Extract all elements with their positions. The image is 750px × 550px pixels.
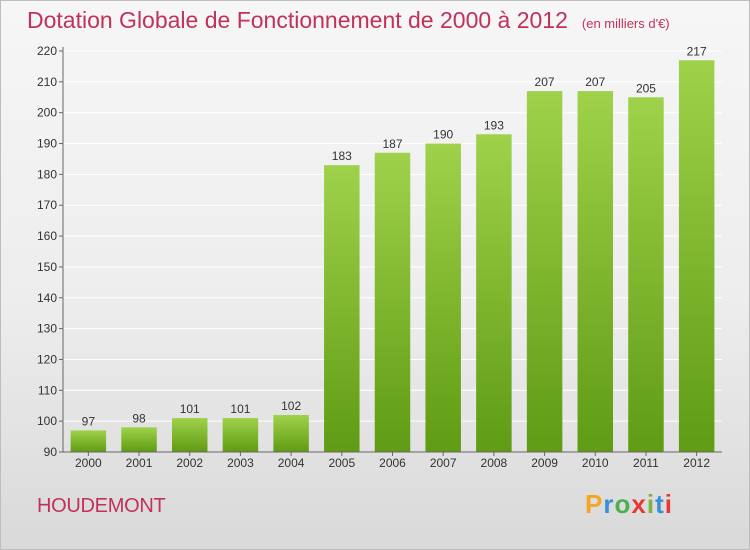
data-label: 207 (535, 75, 555, 89)
data-label: 190 (433, 128, 453, 142)
y-tick-label: 110 (38, 383, 57, 397)
x-tick-label: 2008 (481, 456, 508, 470)
bar (70, 430, 107, 452)
data-label: 97 (82, 414, 96, 428)
y-tick-label: 200 (37, 106, 57, 120)
x-tick-label: 2011 (633, 456, 659, 470)
bar (171, 418, 208, 452)
logo-letter: i (664, 489, 673, 519)
bars (70, 60, 715, 453)
chart-title-line: Dotation Globale de Fonctionnement de 20… (27, 7, 670, 34)
y-tick-label: 220 (37, 44, 57, 58)
y-tick-label: 210 (37, 75, 57, 89)
logo-letter: t (655, 489, 665, 519)
bar (628, 97, 664, 453)
bar (678, 60, 715, 452)
x-tick-label: 2012 (683, 456, 710, 470)
x-tick-label: 2007 (430, 456, 457, 470)
data-label: 101 (180, 402, 200, 416)
bar (324, 165, 360, 452)
data-label: 193 (484, 118, 504, 132)
x-tick-label: 2002 (176, 456, 203, 470)
x-tick-label: 2001 (126, 456, 153, 470)
bar (121, 427, 157, 452)
chart-subtitle: (en milliers d'€) (581, 16, 670, 31)
bar (425, 143, 461, 453)
commune-name: HOUDEMONT (37, 495, 166, 517)
logo-letter: i (646, 489, 656, 519)
bar (273, 414, 309, 452)
data-label: 217 (687, 44, 707, 58)
bar (222, 418, 259, 452)
axes (59, 47, 722, 456)
bar (526, 91, 563, 452)
chart-title: Dotation Globale de Fonctionnement de 20… (27, 7, 568, 33)
x-tick-label: 2005 (328, 456, 355, 470)
data-label: 101 (230, 402, 250, 416)
bar (374, 152, 411, 453)
logo-letter: o (614, 489, 632, 519)
x-tick-label: 2003 (227, 456, 254, 470)
proxiti-logo: Proxiti (585, 489, 673, 520)
x-tick-label: 2000 (75, 456, 102, 470)
x-tick-label: 2010 (582, 456, 609, 470)
y-tick-label: 100 (37, 414, 57, 428)
data-label: 183 (332, 149, 352, 163)
data-label: 102 (281, 399, 301, 413)
logo-letter: P (585, 489, 604, 519)
y-tick-label: 90 (44, 445, 58, 459)
logo-letter: r (603, 489, 615, 519)
logo-letter: x (631, 489, 647, 519)
y-tick-label: 160 (37, 229, 57, 243)
x-tick-label: 2009 (531, 456, 558, 470)
data-label: 207 (585, 75, 605, 89)
y-tick-label: 150 (37, 260, 57, 274)
y-tick-label: 180 (37, 167, 57, 181)
data-label: 205 (636, 81, 656, 95)
y-tick-label: 140 (37, 291, 57, 305)
data-label: 187 (382, 137, 402, 151)
x-tick-label: 2004 (278, 456, 305, 470)
y-tick-label: 190 (37, 137, 57, 151)
labels: 9010011012013014015016017018019020021022… (37, 44, 710, 470)
data-label: 98 (132, 411, 146, 425)
bar (476, 134, 512, 453)
bar (577, 91, 614, 452)
y-tick-label: 170 (37, 198, 57, 212)
x-tick-label: 2006 (379, 456, 406, 470)
y-tick-label: 130 (37, 322, 57, 336)
y-tick-label: 120 (37, 352, 57, 366)
